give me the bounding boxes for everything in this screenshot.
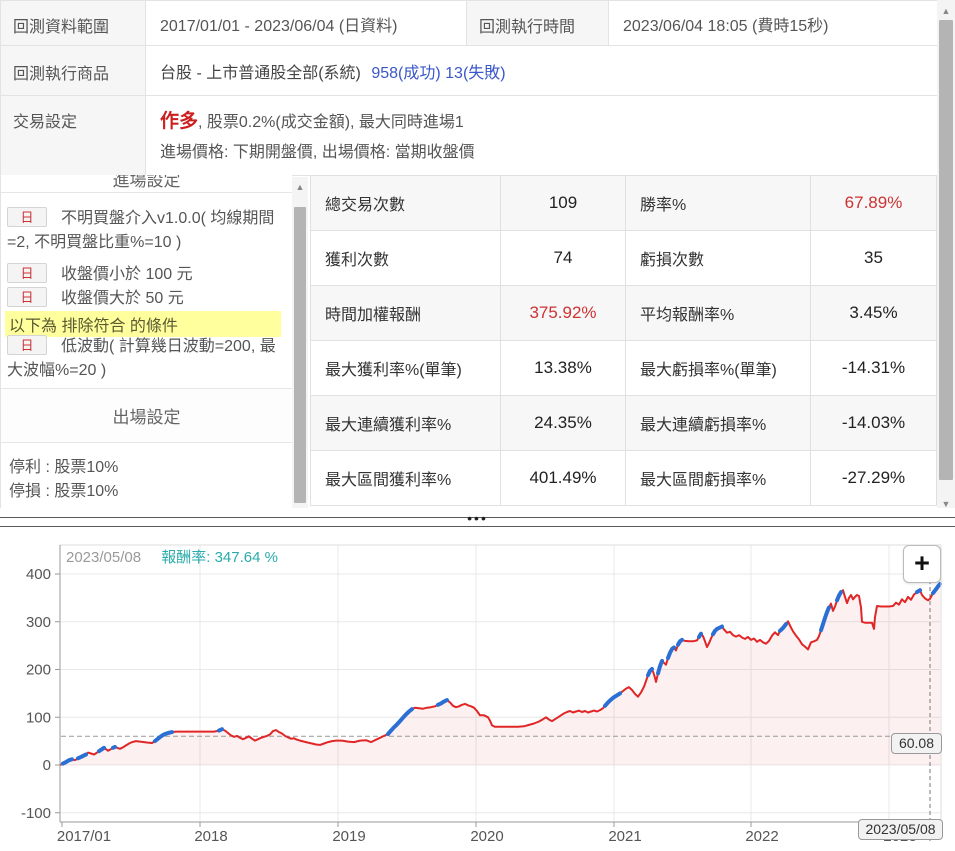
stat-label: 平均報酬率% bbox=[626, 286, 811, 340]
stat-value: 35 bbox=[864, 248, 883, 267]
pane-splitter[interactable]: ••• bbox=[0, 508, 955, 530]
chart-zoom-button[interactable]: + bbox=[903, 545, 941, 583]
svg-text:2021: 2021 bbox=[608, 828, 641, 845]
stat-label: 總交易次數 bbox=[311, 176, 501, 230]
table-row: 最大獲利率%(單筆) 13.38% 最大虧損率%(單筆) -14.31% bbox=[311, 340, 936, 395]
stat-label: 時間加權報酬 bbox=[311, 286, 501, 340]
take-profit-setting: 停利 : 股票10% bbox=[9, 459, 119, 476]
condition-item[interactable]: 日收盤價大於 50 元 bbox=[7, 287, 285, 311]
svg-text:400: 400 bbox=[26, 566, 51, 583]
hline-value-chip: 60.08 bbox=[891, 733, 942, 754]
stat-value: 3.45% bbox=[849, 303, 898, 322]
crosshair-date-chip: 2023/05/08 bbox=[858, 819, 943, 840]
product-label: 回測執行商品 bbox=[1, 46, 146, 95]
svg-text:0: 0 bbox=[43, 757, 51, 774]
stat-value: 375.92% bbox=[501, 286, 626, 340]
scroll-up-icon[interactable]: ▲ bbox=[941, 6, 951, 16]
splitter-line bbox=[0, 526, 955, 527]
stat-value: 13.38% bbox=[501, 341, 626, 395]
daily-badge: 日 bbox=[7, 335, 47, 355]
daily-badge: 日 bbox=[7, 207, 47, 227]
stat-label: 最大區間虧損率% bbox=[626, 451, 811, 505]
condition-item[interactable]: 日收盤價小於 100 元 bbox=[7, 263, 285, 287]
table-row: 獲利次數 74 虧損次數 35 bbox=[311, 230, 936, 285]
stat-label: 最大連續虧損率% bbox=[626, 396, 811, 450]
svg-text:100: 100 bbox=[26, 709, 51, 726]
condition-item[interactable]: 日低波動( 計算幾日波動=200, 最大波幅%=20 ) bbox=[7, 335, 285, 383]
backtest-info-table: 回測資料範圍 2017/01/01 - 2023/06/04 (日資料) 回測執… bbox=[0, 0, 937, 176]
svg-text:2019: 2019 bbox=[332, 828, 365, 845]
scrollbar-thumb[interactable] bbox=[939, 20, 953, 480]
stat-value: 24.35% bbox=[501, 396, 626, 450]
trade-prices: 進場價格: 下期開盤價, 出場價格: 當期收盤價 bbox=[160, 144, 475, 161]
scrollbar-thumb[interactable] bbox=[294, 207, 306, 503]
trade-detail: , 股票0.2%(成交金額), 最大同時進場1 bbox=[198, 114, 464, 131]
daily-badge: 日 bbox=[7, 263, 47, 283]
trade-settings-value: 作多, 股票0.2%(成交金額), 最大同時進場1 進場價格: 下期開盤價, 出… bbox=[146, 96, 937, 175]
trade-direction: 作多 bbox=[160, 111, 199, 132]
product-value-cell: 台股 - 上市普通股全部(系統) 958(成功) 13(失敗) bbox=[146, 46, 937, 95]
range-label: 回測資料範圍 bbox=[1, 1, 146, 45]
table-row: 最大區間獲利率% 401.49% 最大區間虧損率% -27.29% bbox=[311, 450, 936, 505]
stat-label: 最大獲利率%(單筆) bbox=[311, 341, 501, 395]
condition-text: 低波動( 計算幾日波動=200, 最大波幅%=20 ) bbox=[7, 338, 276, 379]
exec-time-label: 回測執行時間 bbox=[466, 1, 609, 45]
stat-label: 勝率% bbox=[626, 176, 811, 230]
scroll-up-icon[interactable]: ▲ bbox=[295, 182, 305, 192]
table-row: 回測資料範圍 2017/01/01 - 2023/06/04 (日資料) 回測執… bbox=[1, 1, 937, 46]
splitter-line bbox=[0, 517, 955, 518]
tooltip-date: 2023/05/08 bbox=[66, 549, 142, 566]
stat-label: 最大虧損率%(單筆) bbox=[626, 341, 811, 395]
product-result-link[interactable]: 958(成功) 13(失敗) bbox=[371, 65, 506, 82]
stat-value: 401.49% bbox=[501, 451, 626, 505]
stat-label: 最大區間獲利率% bbox=[311, 451, 501, 505]
svg-text:300: 300 bbox=[26, 614, 51, 631]
chart-tooltip: 2023/05/08 報酬率: 347.64 % bbox=[66, 546, 278, 567]
range-value: 2017/01/01 - 2023/06/04 (日資料) bbox=[146, 1, 466, 45]
entry-settings-panel: 進場設定 日不明買盤介入v1.0.0( 均線期間=2, 不明買盤比重%=10 )… bbox=[0, 175, 292, 508]
stat-label: 最大連續獲利率% bbox=[311, 396, 501, 450]
exit-settings-header: 出場設定 bbox=[1, 388, 292, 443]
table-row: 時間加權報酬 375.92% 平均報酬率% 3.45% bbox=[311, 285, 936, 340]
entry-settings-header: 進場設定 bbox=[1, 175, 292, 193]
svg-text:2020: 2020 bbox=[470, 828, 503, 845]
daily-badge: 日 bbox=[7, 287, 47, 307]
exec-time-value: 2023/06/04 18:05 (費時15秒) bbox=[609, 1, 937, 45]
stat-label: 獲利次數 bbox=[311, 231, 501, 285]
stat-value: -27.29% bbox=[841, 468, 906, 487]
stat-value: -14.31% bbox=[841, 358, 906, 377]
stat-value: -14.03% bbox=[841, 413, 906, 432]
scroll-down-icon[interactable]: ▼ bbox=[941, 499, 951, 509]
svg-text:200: 200 bbox=[26, 662, 51, 679]
table-row: 回測執行商品 台股 - 上市普通股全部(系統) 958(成功) 13(失敗) bbox=[1, 46, 937, 96]
equity-curve-chart[interactable]: -100 0 100 200 300 400 2017/01 2018 2019 2020 2021… bbox=[0, 530, 955, 851]
table-row: 最大連續獲利率% 24.35% 最大連續虧損率% -14.03% bbox=[311, 395, 936, 450]
splitter-handle-icon[interactable]: ••• bbox=[467, 510, 488, 526]
stat-value: 109 bbox=[501, 176, 626, 230]
table-row: 總交易次數 109 勝率% 67.89% bbox=[311, 175, 936, 230]
main-scrollbar[interactable]: ▲ ▼ bbox=[937, 0, 955, 515]
table-row: 交易設定 作多, 股票0.2%(成交金額), 最大同時進場1 進場價格: 下期開… bbox=[1, 96, 937, 176]
svg-text:2018: 2018 bbox=[194, 828, 227, 845]
chart-canvas[interactable]: -100 0 100 200 300 400 2017/01 2018 2019 2020 2021… bbox=[0, 530, 955, 851]
tooltip-return: 報酬率: 347.64 % bbox=[161, 549, 278, 566]
condition-item[interactable]: 日不明買盤介入v1.0.0( 均線期間=2, 不明買盤比重%=10 ) bbox=[7, 207, 285, 255]
condition-text: 收盤價小於 100 元 bbox=[61, 266, 193, 283]
entry-panel-scrollbar[interactable]: ▲ bbox=[292, 177, 308, 510]
performance-stats-table: 總交易次數 109 勝率% 67.89% 獲利次數 74 虧損次數 35 時間加… bbox=[310, 175, 937, 506]
stat-label: 虧損次數 bbox=[626, 231, 811, 285]
stop-loss-setting: 停損 : 股票10% bbox=[9, 483, 119, 500]
stat-value: 74 bbox=[501, 231, 626, 285]
stat-value: 67.89% bbox=[844, 193, 903, 212]
svg-text:2017/01: 2017/01 bbox=[57, 828, 111, 845]
product-name: 台股 - 上市普通股全部(系統) bbox=[160, 65, 361, 82]
exclude-note: 以下為 排除符合 的條件 bbox=[5, 311, 281, 337]
condition-text: 不明買盤介入v1.0.0( 均線期間=2, 不明買盤比重%=10 ) bbox=[7, 210, 275, 251]
condition-text: 收盤價大於 50 元 bbox=[61, 290, 184, 307]
svg-text:2022: 2022 bbox=[745, 828, 778, 845]
svg-text:-100: -100 bbox=[21, 805, 51, 822]
trade-settings-label: 交易設定 bbox=[1, 96, 146, 175]
